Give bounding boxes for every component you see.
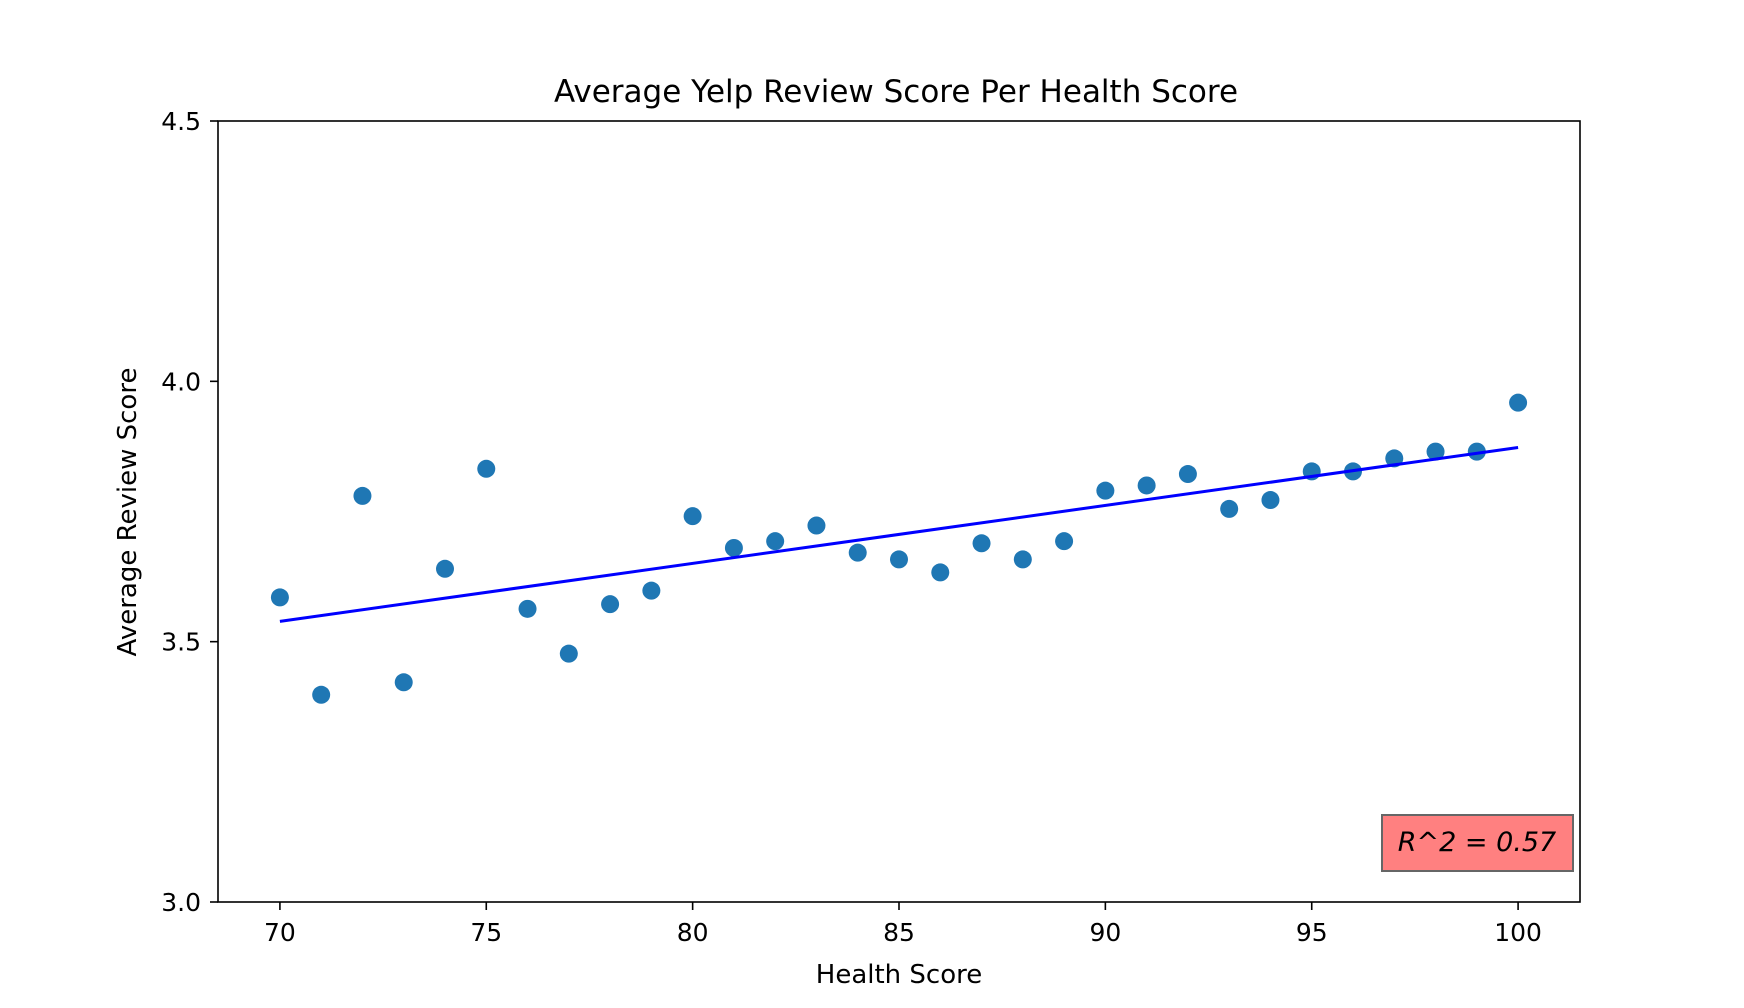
scatter-point: [931, 563, 950, 582]
scatter-point: [1467, 442, 1486, 461]
scatter-point: [477, 459, 496, 478]
scatter-point: [518, 599, 537, 618]
scatter-point: [1096, 481, 1115, 500]
r-squared-annotation: R^2 = 0.57: [1381, 814, 1574, 872]
x-tick-label: 75: [470, 918, 502, 947]
r-squared-text: R^2 = 0.57: [1398, 827, 1556, 858]
scatter-point: [642, 581, 661, 600]
scatter-point: [1426, 442, 1445, 461]
scatter-point: [683, 507, 702, 526]
scatter-point: [394, 673, 413, 692]
scatter-point: [1220, 499, 1239, 518]
plot-frame: [217, 120, 1581, 903]
scatter-point: [312, 685, 331, 704]
chart-title: Average Yelp Review Score Per Health Sco…: [554, 74, 1238, 110]
scatter-point: [270, 588, 289, 607]
scatter-point: [848, 543, 867, 562]
scatter-point: [890, 550, 908, 569]
scatter-point: [559, 644, 578, 663]
x-tick-label: 90: [1089, 918, 1121, 947]
y-axis-label: Average Review Score: [113, 368, 143, 657]
scatter-point: [724, 538, 743, 557]
r-squared-box: [1381, 814, 1574, 872]
regression-line: [279, 445, 1519, 623]
y-tick-label: 3.5: [161, 628, 201, 657]
x-tick-label: 80: [677, 918, 709, 947]
x-tick-label: 100: [1494, 918, 1542, 947]
scatter-point: [807, 516, 826, 535]
scatter-point: [1178, 465, 1197, 484]
axis-ticks: 70 75 80 85 90 95 100 3.0 3.5 4.0 4.5: [161, 107, 1542, 947]
fit-line-group: [279, 445, 1519, 623]
scatter-point: [972, 534, 991, 553]
scatter-point: [353, 486, 372, 505]
x-tick-label: 85: [883, 918, 915, 947]
scatter-point: [766, 532, 785, 551]
scatter-point: [1013, 550, 1032, 569]
scatter-point: [1261, 491, 1280, 510]
scatter-point: [1509, 393, 1528, 412]
y-tick-label: 4.0: [161, 367, 201, 396]
scatter-point: [601, 595, 620, 614]
y-tick-label: 3.0: [161, 888, 201, 917]
scatter-point: [1137, 476, 1156, 495]
x-axis-label: Health Score: [816, 960, 982, 990]
y-tick-label: 4.5: [161, 107, 201, 136]
scatter-point: [1055, 532, 1074, 551]
x-tick-label: 95: [1296, 918, 1328, 947]
x-tick-label: 70: [264, 918, 296, 947]
scatter-points: [270, 393, 1528, 704]
scatter-point: [436, 559, 454, 578]
